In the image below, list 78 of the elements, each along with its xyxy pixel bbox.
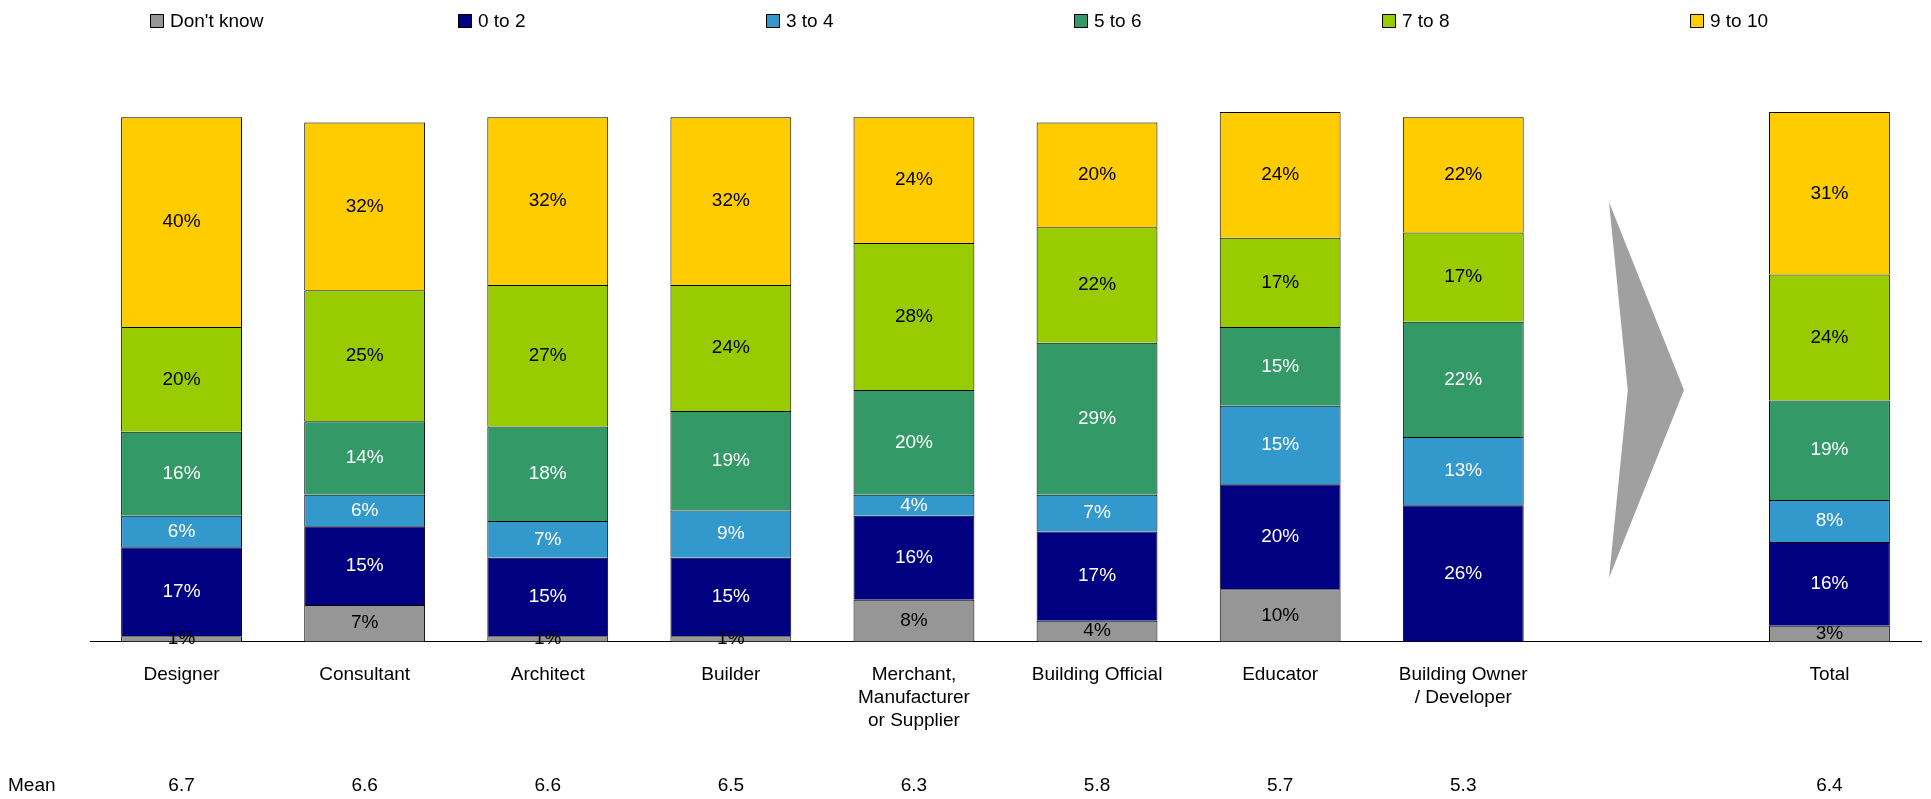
data-label: 9%: [717, 522, 745, 544]
data-label: 22%: [1444, 367, 1483, 389]
data-label: 15%: [345, 553, 384, 575]
legend-label: 3 to 4: [786, 10, 834, 32]
legend-label: 0 to 2: [478, 10, 526, 32]
data-label: 32%: [345, 194, 384, 216]
data-label: 31%: [1810, 181, 1849, 203]
data-label: 8%: [1815, 509, 1844, 531]
data-label: 32%: [711, 189, 750, 211]
data-label: 17%: [1444, 265, 1483, 287]
data-label: 25%: [345, 344, 384, 366]
data-label: 40%: [162, 210, 201, 232]
text: 6.4: [1816, 774, 1844, 796]
x-tick-label: Total: [1809, 663, 1850, 685]
data-label: 17%: [162, 580, 201, 602]
legend-label: 7 to 8: [1402, 10, 1450, 32]
text: 6.7: [168, 774, 195, 796]
data-label: 16%: [1810, 572, 1849, 594]
text: 5.3: [1450, 774, 1477, 796]
data-label: 1%: [167, 627, 196, 649]
legend-label: 5 to 6: [1094, 10, 1142, 32]
data-label: 24%: [711, 336, 750, 358]
data-label: 24%: [1810, 325, 1849, 347]
data-label: 7%: [1083, 501, 1111, 523]
data-label: 15%: [711, 585, 750, 607]
text: 5.7: [1266, 774, 1294, 796]
x-tick-label: Building Official: [1031, 663, 1163, 685]
x-tick-label: Merchant, Manufacturer or Supplier: [857, 663, 971, 730]
data-label: 6%: [167, 519, 196, 541]
data-label: 20%: [162, 367, 201, 389]
data-label: 4%: [900, 493, 928, 515]
data-label: 7%: [534, 527, 562, 549]
legend-label: Don't know: [170, 10, 264, 32]
data-label: 20%: [1261, 524, 1300, 546]
data-label: 6%: [350, 498, 379, 520]
text: Mean: [8, 774, 56, 796]
x-tick-label: Building Owner / Developer: [1398, 663, 1529, 708]
data-label: 13%: [1444, 459, 1483, 481]
legend-label: 9 to 10: [1710, 10, 1769, 32]
data-label: 15%: [528, 585, 567, 607]
data-label: 14%: [345, 446, 384, 468]
data-label: 15%: [1261, 433, 1300, 455]
data-label: 32%: [528, 189, 567, 211]
data-label: 19%: [1810, 438, 1849, 460]
data-label: 16%: [162, 462, 201, 484]
data-label: 20%: [1078, 163, 1117, 185]
data-label: 8%: [900, 608, 928, 630]
data-label: 24%: [1261, 163, 1300, 185]
data-label: 20%: [894, 430, 934, 452]
text: 5.8: [1083, 774, 1111, 796]
data-label: 7%: [350, 611, 379, 633]
data-label: 17%: [1261, 270, 1300, 292]
x-tick-label: Builder: [701, 663, 762, 685]
x-tick-label: Consultant: [319, 663, 411, 685]
data-label: 29%: [1078, 406, 1117, 428]
data-label: 15%: [1261, 354, 1300, 376]
text: 6.6: [351, 774, 378, 796]
data-label: 19%: [711, 448, 750, 470]
x-tick-label: Educator: [1242, 663, 1319, 685]
data-label: 22%: [1444, 163, 1483, 185]
x-tick-label: Architect: [510, 663, 586, 685]
text: 6.3: [900, 774, 928, 796]
data-label: 28%: [894, 304, 934, 326]
data-label: 22%: [1078, 273, 1117, 295]
data-label: 1%: [717, 627, 745, 649]
data-label: 24%: [894, 168, 934, 190]
data-label: 4%: [1083, 619, 1111, 641]
data-label: 27%: [528, 344, 567, 366]
x-tick-label: Designer: [143, 663, 221, 685]
text: 6.6: [534, 774, 561, 796]
data-label: 26%: [1444, 561, 1483, 583]
data-label: 3%: [1815, 621, 1844, 643]
data-label: 10%: [1261, 603, 1300, 625]
data-label: 18%: [528, 462, 567, 484]
data-label: 1%: [534, 627, 562, 649]
text: 6.5: [717, 774, 745, 796]
data-label: 16%: [894, 545, 934, 567]
data-label: 17%: [1078, 564, 1117, 586]
